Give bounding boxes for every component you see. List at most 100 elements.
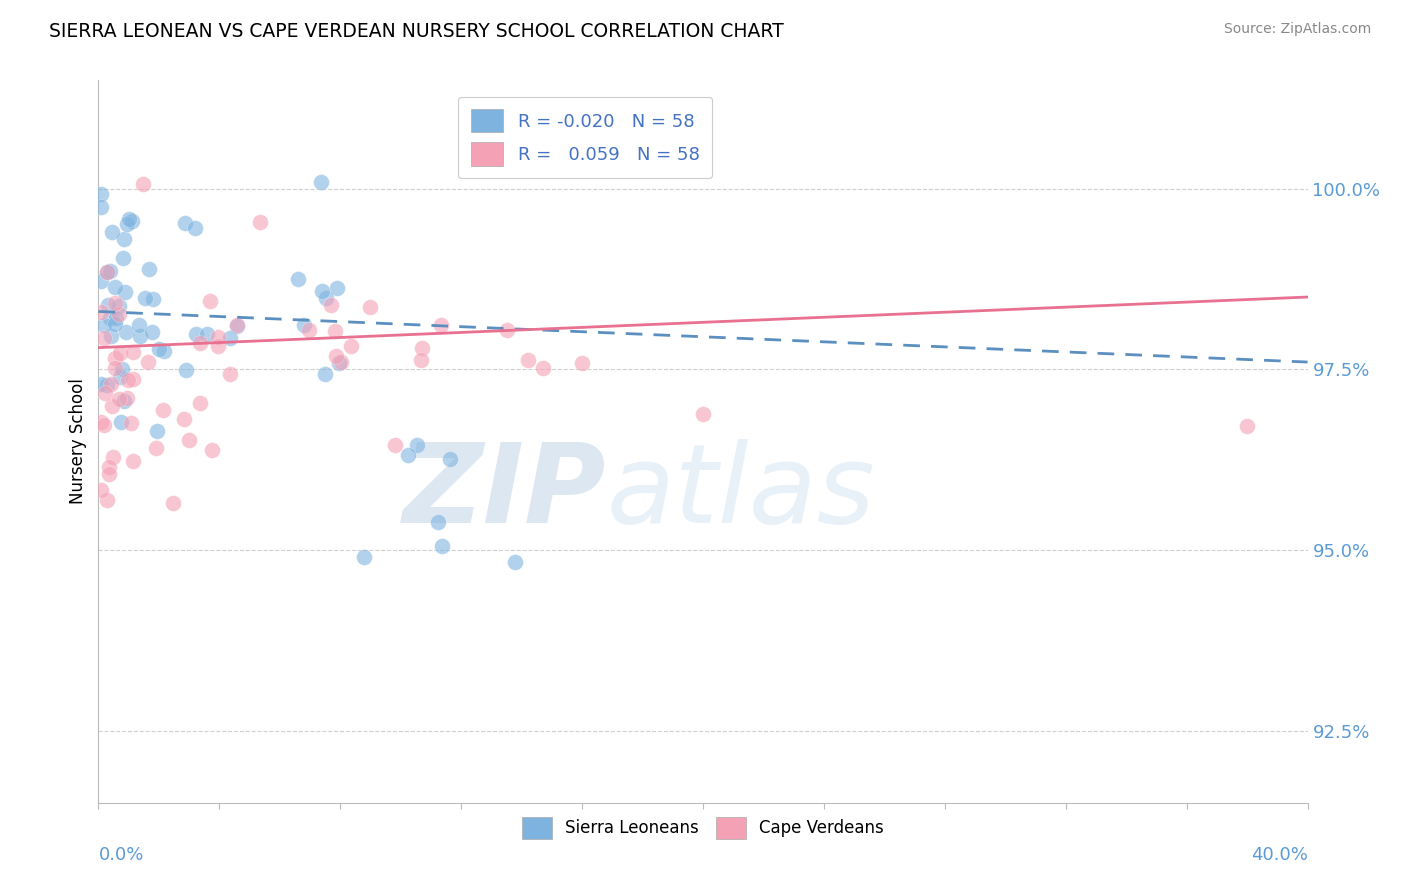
Point bbox=[90, 305, 112, 319]
Point bbox=[328, 356, 350, 370]
Point bbox=[107, 307, 129, 321]
Text: atlas: atlas bbox=[606, 439, 875, 546]
Point bbox=[287, 271, 309, 285]
Point bbox=[406, 438, 429, 452]
Point bbox=[104, 311, 127, 326]
Point bbox=[188, 396, 211, 410]
Point bbox=[162, 496, 184, 510]
Point bbox=[146, 424, 169, 438]
Point bbox=[108, 392, 131, 406]
Point bbox=[226, 318, 249, 333]
Point bbox=[207, 339, 229, 353]
Point bbox=[174, 363, 197, 377]
Point bbox=[117, 373, 139, 387]
Legend: Sierra Leoneans, Cape Verdeans: Sierra Leoneans, Cape Verdeans bbox=[512, 807, 894, 848]
Point bbox=[141, 325, 163, 339]
Point bbox=[503, 555, 526, 569]
Point bbox=[120, 416, 142, 430]
Point bbox=[495, 323, 517, 337]
Point bbox=[104, 317, 127, 331]
Point bbox=[103, 296, 125, 310]
Text: Source: ZipAtlas.com: Source: ZipAtlas.com bbox=[1223, 22, 1371, 37]
Point bbox=[93, 318, 115, 332]
Point bbox=[430, 540, 453, 554]
Point bbox=[1236, 418, 1258, 433]
Point bbox=[198, 294, 221, 309]
Point bbox=[96, 265, 118, 279]
Point bbox=[93, 417, 115, 432]
Point bbox=[118, 211, 141, 226]
Point bbox=[396, 448, 419, 462]
Point bbox=[201, 442, 224, 457]
Point bbox=[98, 459, 121, 474]
Point bbox=[115, 391, 138, 405]
Point bbox=[121, 214, 143, 228]
Point bbox=[153, 343, 176, 358]
Point bbox=[148, 342, 170, 356]
Point bbox=[411, 341, 433, 355]
Point bbox=[122, 345, 145, 359]
Point bbox=[96, 492, 118, 507]
Point bbox=[97, 298, 120, 312]
Point bbox=[134, 291, 156, 305]
Point bbox=[117, 218, 139, 232]
Point bbox=[136, 355, 159, 369]
Point bbox=[184, 221, 207, 235]
Point bbox=[100, 328, 122, 343]
Point bbox=[90, 377, 112, 392]
Point bbox=[195, 326, 218, 341]
Point bbox=[104, 279, 127, 293]
Point bbox=[90, 483, 112, 498]
Point bbox=[249, 215, 271, 229]
Point bbox=[108, 346, 131, 360]
Point bbox=[384, 438, 406, 452]
Point bbox=[138, 261, 160, 276]
Point bbox=[101, 399, 124, 413]
Point bbox=[121, 372, 143, 386]
Point bbox=[330, 354, 353, 368]
Point bbox=[112, 232, 135, 246]
Point bbox=[294, 318, 316, 332]
Point bbox=[218, 331, 240, 345]
Text: 40.0%: 40.0% bbox=[1251, 847, 1308, 864]
Point bbox=[692, 407, 714, 421]
Point bbox=[111, 251, 134, 265]
Point bbox=[104, 361, 127, 376]
Point bbox=[101, 450, 124, 465]
Point bbox=[90, 200, 112, 214]
Point bbox=[90, 187, 112, 202]
Point bbox=[110, 415, 132, 429]
Point bbox=[571, 356, 593, 370]
Point bbox=[112, 393, 135, 408]
Point bbox=[298, 323, 321, 337]
Point bbox=[122, 454, 145, 468]
Point bbox=[142, 293, 165, 307]
Point bbox=[184, 327, 207, 342]
Point bbox=[311, 284, 333, 298]
Point bbox=[174, 216, 197, 230]
Point bbox=[314, 368, 336, 382]
Point bbox=[325, 324, 347, 338]
Point bbox=[359, 300, 381, 314]
Point bbox=[309, 175, 332, 189]
Point bbox=[98, 310, 121, 325]
Point bbox=[430, 318, 453, 333]
Point bbox=[110, 370, 132, 384]
Text: SIERRA LEONEAN VS CAPE VERDEAN NURSERY SCHOOL CORRELATION CHART: SIERRA LEONEAN VS CAPE VERDEAN NURSERY S… bbox=[49, 22, 785, 41]
Point bbox=[90, 274, 112, 288]
Point bbox=[111, 362, 134, 376]
Point bbox=[108, 299, 131, 313]
Point bbox=[100, 377, 122, 392]
Point bbox=[97, 467, 120, 481]
Point bbox=[340, 339, 363, 353]
Point bbox=[225, 318, 247, 333]
Point bbox=[90, 415, 112, 429]
Point bbox=[128, 329, 150, 343]
Text: ZIP: ZIP bbox=[402, 439, 606, 546]
Point bbox=[409, 353, 432, 368]
Point bbox=[98, 264, 121, 278]
Point bbox=[152, 403, 174, 417]
Point bbox=[101, 226, 124, 240]
Point bbox=[115, 325, 138, 339]
Point bbox=[207, 330, 229, 344]
